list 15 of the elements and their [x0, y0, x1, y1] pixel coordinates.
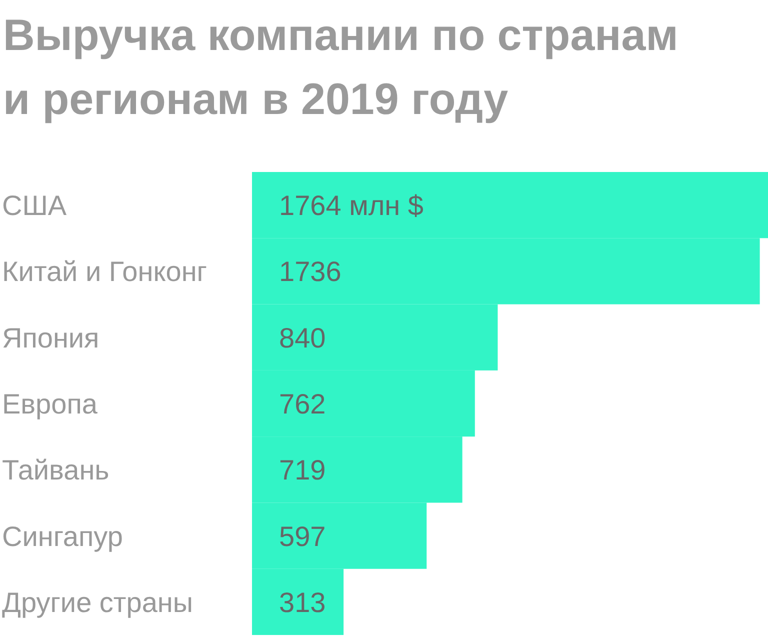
y-tick-label: Сингапур [2, 520, 123, 552]
y-tick-label: США [2, 190, 67, 222]
data-label: 313 [279, 586, 326, 618]
data-label: 840 [279, 322, 326, 354]
chart-title: Выручка компании по странам и регионам в 2019 году [3, 11, 678, 124]
y-tick-label: Тайвань [2, 454, 110, 486]
data-label: 719 [279, 454, 326, 486]
data-label: 1736 [279, 256, 342, 288]
y-tick-label: Китай и Гонконг [2, 256, 208, 288]
data-label: 597 [279, 520, 326, 552]
y-tick-label: Европа [2, 388, 98, 420]
data-label: 1764 млн $ [279, 190, 424, 222]
y-tick-label: Другие страны [2, 586, 193, 618]
data-label: 762 [279, 388, 326, 420]
y-tick-label: Япония [2, 322, 100, 354]
